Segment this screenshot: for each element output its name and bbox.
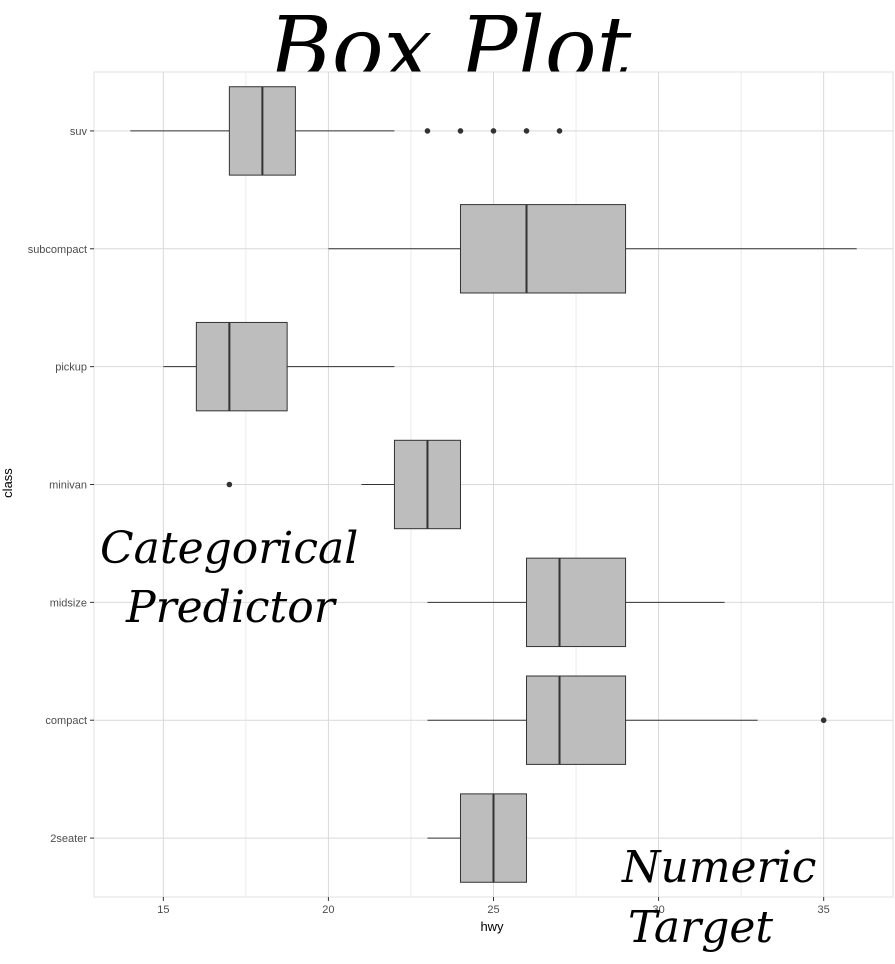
annotation-categorical: Categorical bbox=[100, 523, 358, 574]
box-pickup bbox=[163, 321, 395, 412]
x-tick-label: 35 bbox=[818, 904, 830, 916]
box-iqr bbox=[195, 321, 288, 412]
y-tick-label: minivan bbox=[49, 480, 87, 492]
y-tick-label: midsize bbox=[50, 597, 87, 609]
y-tick-label: suv bbox=[70, 126, 88, 138]
outlier-point bbox=[820, 717, 827, 724]
outlier-point bbox=[226, 481, 233, 488]
outlier-point bbox=[556, 128, 563, 134]
y-tick-label: compact bbox=[45, 715, 87, 727]
outlier-point bbox=[523, 128, 530, 134]
box-compact bbox=[427, 675, 827, 765]
box-iqr bbox=[526, 557, 627, 648]
box-minivan bbox=[226, 439, 461, 530]
y-axis-title: class bbox=[0, 468, 15, 498]
x-tick-label: 20 bbox=[322, 904, 334, 916]
box-subcompact bbox=[328, 204, 857, 294]
annotation-numeric: Numeric bbox=[621, 842, 816, 893]
x-axis-title: hwy bbox=[480, 919, 504, 934]
outlier-point bbox=[424, 128, 431, 134]
box-suv bbox=[130, 86, 563, 176]
x-tick-label: 30 bbox=[652, 904, 664, 916]
outlier-point bbox=[457, 128, 464, 134]
annotation-predictor: Predictor bbox=[125, 582, 338, 633]
axes: 15 20 25 30 35 2seater compact midsize minivan pi… bbox=[28, 126, 830, 916]
y-tick-label: subcompact bbox=[28, 244, 87, 256]
box-midsize bbox=[427, 557, 725, 648]
box-iqr bbox=[459, 204, 627, 294]
x-tick-label: 25 bbox=[487, 904, 499, 916]
y-tick-label: pickup bbox=[55, 362, 87, 374]
y-tick-label: 2seater bbox=[50, 833, 87, 845]
x-tick-label: 15 bbox=[157, 904, 169, 916]
outlier-point bbox=[490, 128, 497, 134]
box-iqr bbox=[526, 675, 627, 765]
box-series bbox=[130, 86, 857, 883]
annotation-target: Target bbox=[628, 902, 773, 953]
box-2seater bbox=[427, 793, 528, 883]
